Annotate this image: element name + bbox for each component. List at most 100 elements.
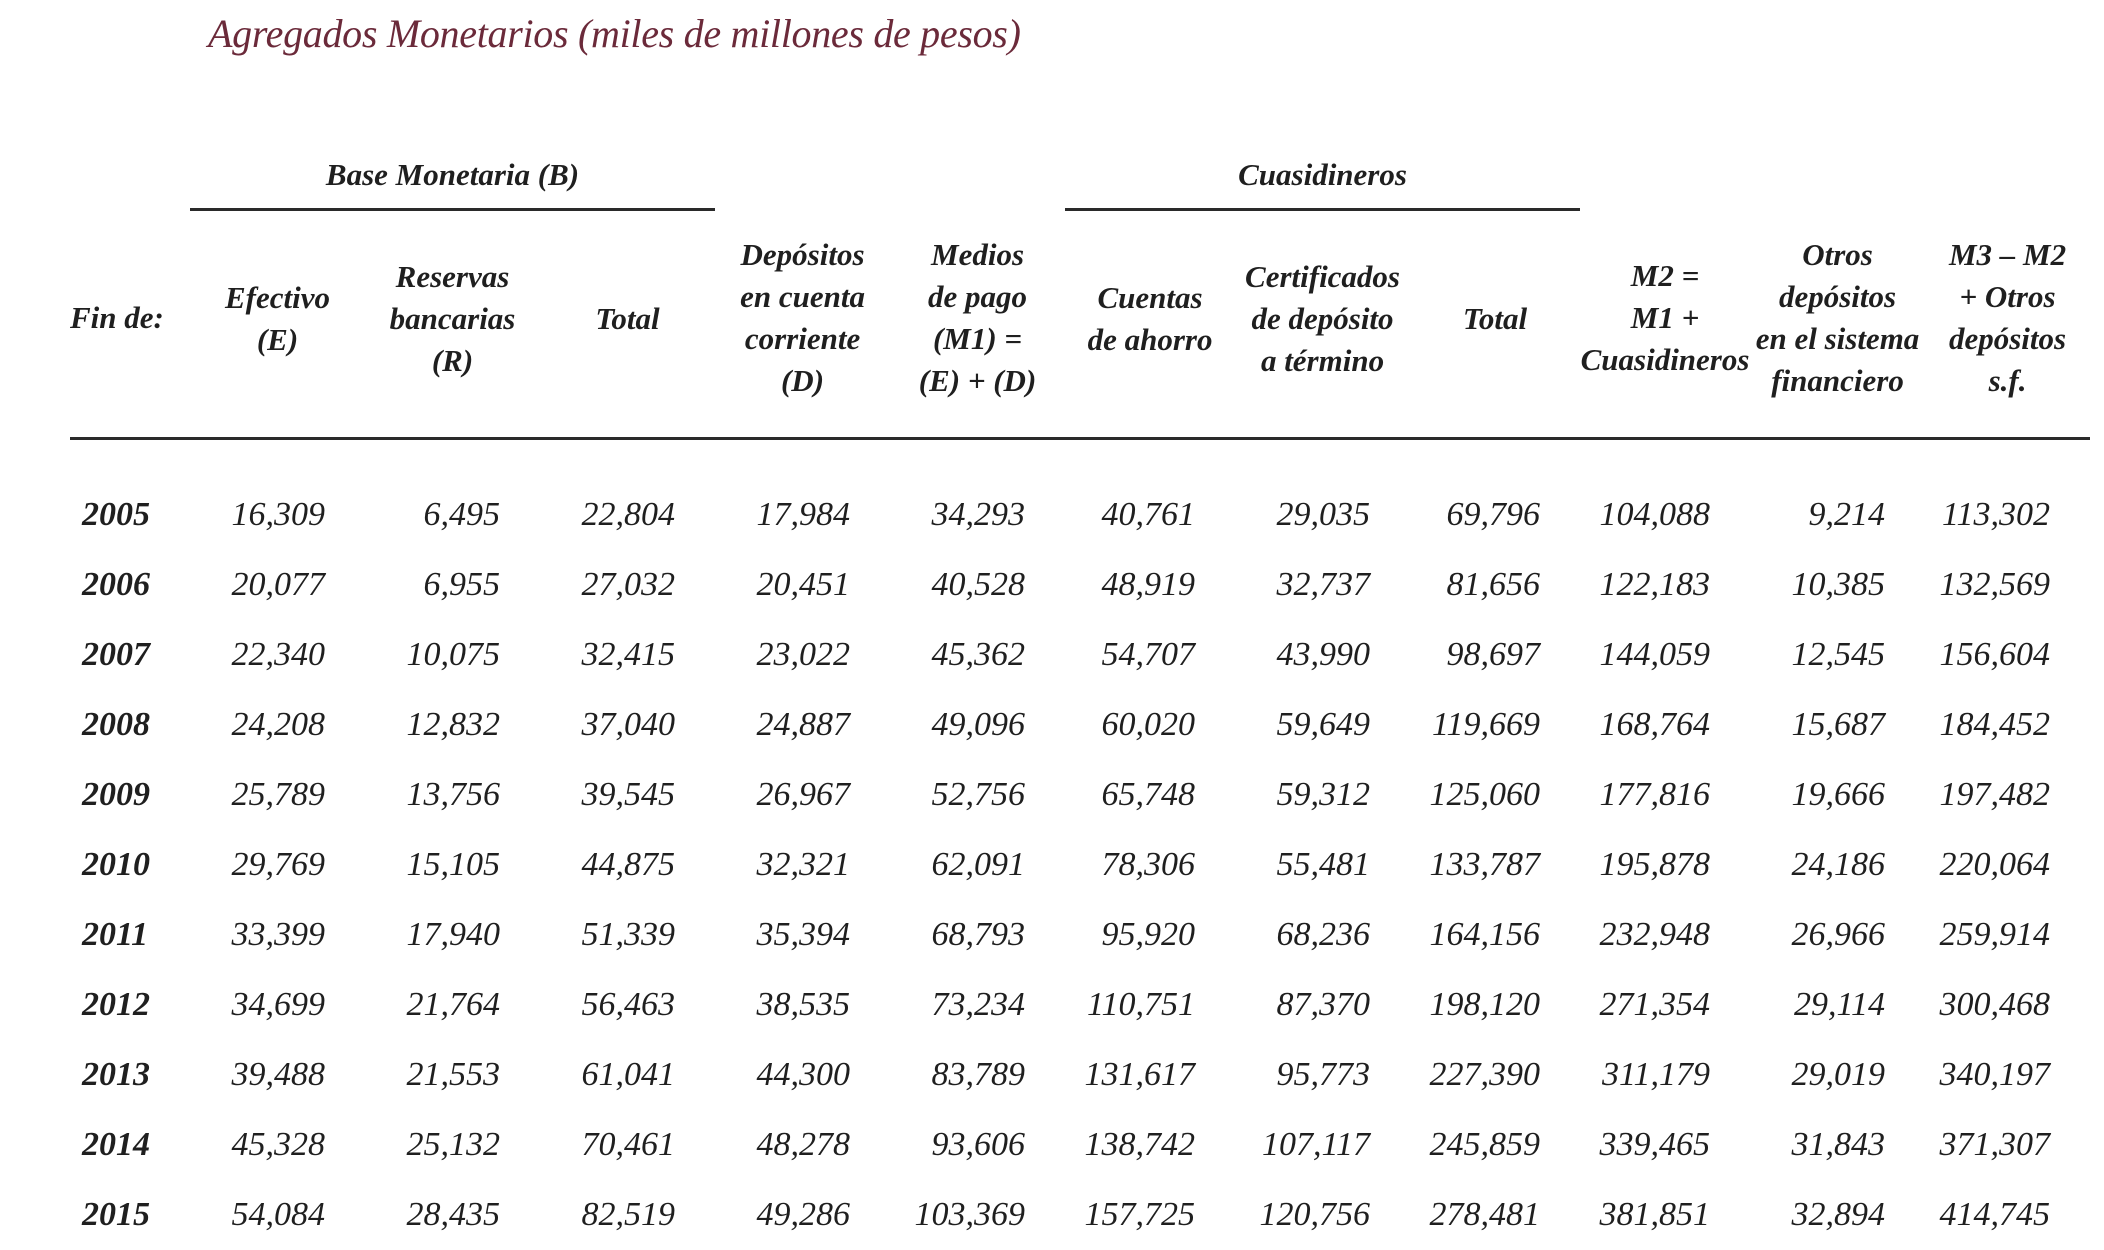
- group-base-monetaria: Base Monetaria (B): [190, 130, 715, 210]
- cell-depositos: 24,887: [715, 690, 890, 760]
- group-empty-cell: [1580, 130, 1750, 210]
- cell-m3: 184,452: [1925, 690, 2090, 760]
- cell-year: 2013: [70, 1040, 190, 1110]
- cell-certificados: 120,756: [1235, 1180, 1410, 1250]
- column-header-m3: M3 – M2 + Otros depósitos s.f.: [1925, 210, 2090, 439]
- cell-total-base: 37,040: [540, 690, 715, 760]
- cell-medios-de-pago: 45,362: [890, 620, 1065, 690]
- cell-year: 2012: [70, 970, 190, 1040]
- cell-efectivo: 20,077: [190, 550, 365, 620]
- cell-year: 2011: [70, 900, 190, 970]
- header-line: a término: [1261, 343, 1384, 378]
- cell-depositos: 26,967: [715, 760, 890, 830]
- cell-total-cuasidineros: 278,481: [1410, 1180, 1580, 1250]
- cell-reservas: 17,940: [365, 900, 540, 970]
- cell-depositos: 23,022: [715, 620, 890, 690]
- cell-year: 2009: [70, 760, 190, 830]
- cell-reservas: 10,075: [365, 620, 540, 690]
- cell-otros-depositos: 31,843: [1750, 1110, 1925, 1180]
- column-header-certificados: Certificados de depósito a término: [1235, 210, 1410, 439]
- cell-total-base: 32,415: [540, 620, 715, 690]
- header-line: Cuasidineros: [1581, 342, 1750, 377]
- group-empty-cell: [70, 130, 190, 210]
- table-spacer-row: [70, 439, 2090, 481]
- cell-efectivo: 24,208: [190, 690, 365, 760]
- cell-otros-depositos: 15,687: [1750, 690, 1925, 760]
- cell-reservas: 15,105: [365, 830, 540, 900]
- cell-depositos: 32,321: [715, 830, 890, 900]
- column-header-total-base: Total: [540, 210, 715, 439]
- cell-m3: 300,468: [1925, 970, 2090, 1040]
- cell-reservas: 21,764: [365, 970, 540, 1040]
- monetary-aggregates-table-wrap: Base Monetaria (B) Cuasidineros Fin de: …: [70, 130, 2070, 1250]
- cell-total-cuasidineros: 81,656: [1410, 550, 1580, 620]
- header-line: depósitos: [1949, 321, 2066, 356]
- cell-total-cuasidineros: 119,669: [1410, 690, 1580, 760]
- cell-certificados: 29,035: [1235, 480, 1410, 550]
- cell-depositos: 38,535: [715, 970, 890, 1040]
- cell-total-base: 70,461: [540, 1110, 715, 1180]
- cell-cuentas-de-ahorro: 95,920: [1065, 900, 1235, 970]
- cell-certificados: 32,737: [1235, 550, 1410, 620]
- header-line: en el sistema: [1756, 321, 1920, 356]
- header-line: Certificados: [1245, 259, 1400, 294]
- cell-certificados: 87,370: [1235, 970, 1410, 1040]
- header-line: bancarias: [390, 301, 516, 336]
- header-line: de depósito: [1251, 301, 1393, 336]
- cell-depositos: 44,300: [715, 1040, 890, 1110]
- cell-depositos: 48,278: [715, 1110, 890, 1180]
- cell-m3: 197,482: [1925, 760, 2090, 830]
- cell-cuentas-de-ahorro: 131,617: [1065, 1040, 1235, 1110]
- cell-efectivo: 39,488: [190, 1040, 365, 1110]
- cell-m3: 340,197: [1925, 1040, 2090, 1110]
- group-cuasidineros: Cuasidineros: [1065, 130, 1580, 210]
- cell-cuentas-de-ahorro: 110,751: [1065, 970, 1235, 1040]
- cell-certificados: 107,117: [1235, 1110, 1410, 1180]
- header-line: Efectivo: [225, 280, 330, 315]
- cell-efectivo: 33,399: [190, 900, 365, 970]
- cell-m3: 414,745: [1925, 1180, 2090, 1250]
- column-header-medios-de-pago: Medios de pago (M1) = (E) + (D): [890, 210, 1065, 439]
- cell-reservas: 13,756: [365, 760, 540, 830]
- cell-medios-de-pago: 83,789: [890, 1040, 1065, 1110]
- cell-efectivo: 45,328: [190, 1110, 365, 1180]
- header-line: M1 +: [1631, 300, 1699, 335]
- cell-medios-de-pago: 49,096: [890, 690, 1065, 760]
- cell-reservas: 12,832: [365, 690, 540, 760]
- header-line: s.f.: [1989, 363, 2027, 398]
- cell-total-cuasidineros: 98,697: [1410, 620, 1580, 690]
- cell-cuentas-de-ahorro: 157,725: [1065, 1180, 1235, 1250]
- cell-depositos: 20,451: [715, 550, 890, 620]
- cell-m2: 168,764: [1580, 690, 1750, 760]
- column-header-fin-de: Fin de:: [70, 210, 190, 439]
- cell-medios-de-pago: 52,756: [890, 760, 1065, 830]
- cell-cuentas-de-ahorro: 54,707: [1065, 620, 1235, 690]
- cell-total-cuasidineros: 227,390: [1410, 1040, 1580, 1110]
- cell-depositos: 17,984: [715, 480, 890, 550]
- cell-medios-de-pago: 68,793: [890, 900, 1065, 970]
- column-header-efectivo: Efectivo (E): [190, 210, 365, 439]
- column-header-cuentas-de-ahorro: Cuentas de ahorro: [1065, 210, 1235, 439]
- group-empty-cell: [1750, 130, 1925, 210]
- cell-m3: 220,064: [1925, 830, 2090, 900]
- cell-year: 2008: [70, 690, 190, 760]
- cell-total-cuasidineros: 164,156: [1410, 900, 1580, 970]
- spacer-cell: [70, 439, 2090, 481]
- cell-year: 2007: [70, 620, 190, 690]
- column-header-row: Fin de: Efectivo (E) Reservas bancarias …: [70, 210, 2090, 439]
- cell-m2: 104,088: [1580, 480, 1750, 550]
- cell-m2: 271,354: [1580, 970, 1750, 1040]
- header-line: (E): [257, 322, 298, 357]
- cell-depositos: 35,394: [715, 900, 890, 970]
- header-line: (M1) =: [933, 321, 1022, 356]
- cell-medios-de-pago: 73,234: [890, 970, 1065, 1040]
- cell-certificados: 95,773: [1235, 1040, 1410, 1110]
- header-line: de pago: [928, 279, 1027, 314]
- cell-year: 2006: [70, 550, 190, 620]
